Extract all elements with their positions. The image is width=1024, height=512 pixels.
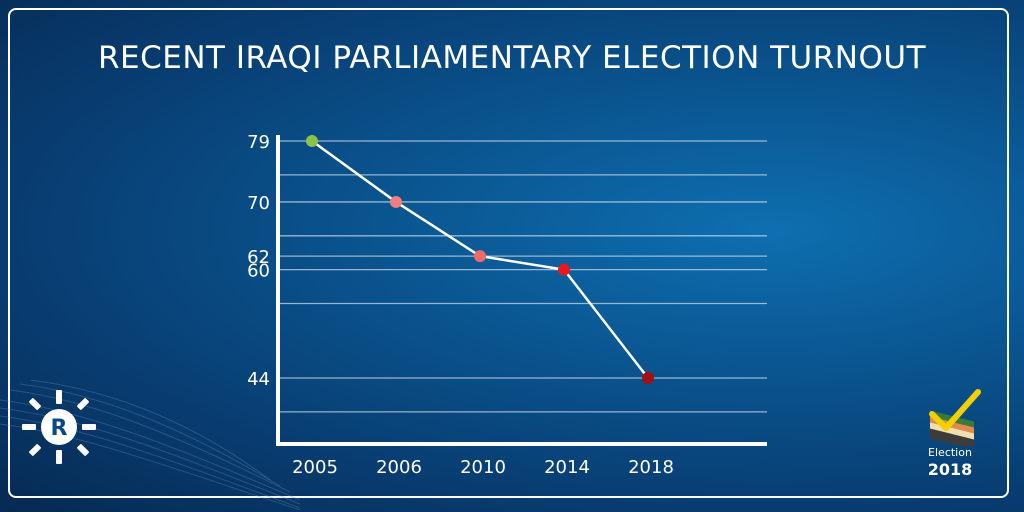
logo-letter: R xyxy=(51,416,68,441)
y-tick-label: 79 xyxy=(247,132,270,153)
y-tick-label: 44 xyxy=(247,369,270,390)
y-tick-label: 70 xyxy=(247,193,270,214)
election-badge: Election 2018 xyxy=(920,386,990,486)
y-tick-label: 62 xyxy=(247,247,270,268)
chart-title: RECENT IRAQI PARLIAMENTARY ELECTION TURN… xyxy=(98,40,926,76)
x-tick-label: 2006 xyxy=(376,457,422,478)
data-point xyxy=(474,250,486,263)
checkmark-ballot-icon xyxy=(929,389,981,450)
rudaw-logo-icon: R xyxy=(22,390,96,464)
data-point xyxy=(390,195,402,208)
y-tick-label: 60 xyxy=(247,261,270,282)
grid-lines xyxy=(278,140,767,413)
axes xyxy=(276,135,767,446)
data-point xyxy=(642,372,654,384)
x-tick-label: 2014 xyxy=(544,457,590,478)
x-tick-label: 2018 xyxy=(628,457,674,478)
x-tick-label: 2010 xyxy=(460,457,506,478)
badge-word: Election xyxy=(928,446,972,459)
data-points xyxy=(306,135,654,384)
x-tick-label: 2005 xyxy=(292,457,338,478)
badge-year: 2018 xyxy=(927,460,973,479)
data-point xyxy=(558,263,570,276)
data-point xyxy=(306,135,318,147)
card-frame xyxy=(8,8,1009,498)
x-tick-labels: 2005 2006 2010 2014 2018 xyxy=(292,457,674,478)
